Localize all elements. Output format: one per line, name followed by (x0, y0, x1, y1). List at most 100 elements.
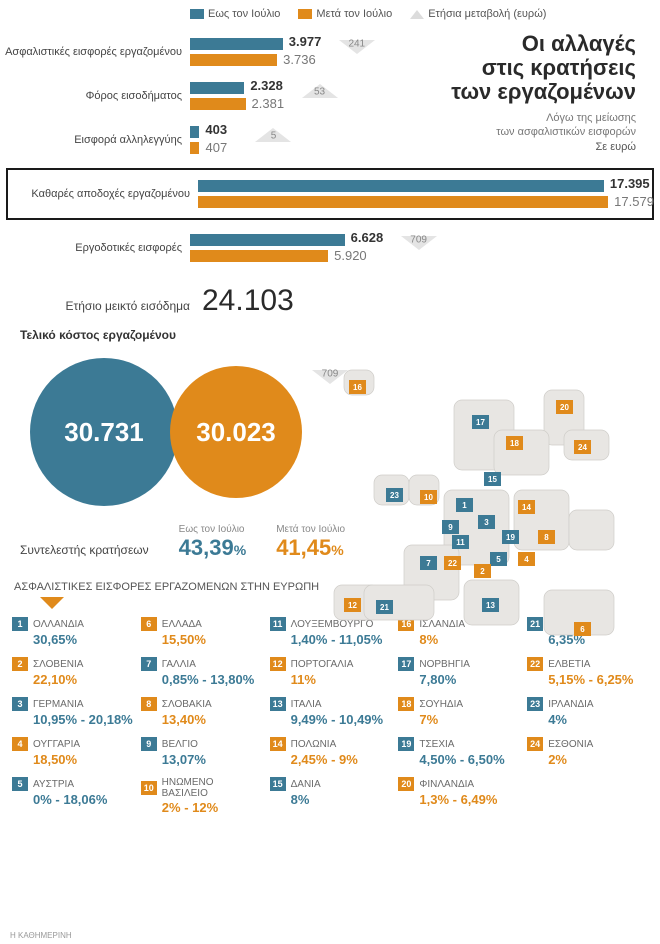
country-pct: 7% (419, 712, 519, 727)
country-pct: 0,85% - 13,80% (162, 672, 262, 687)
delta-arrow: 709 (401, 236, 437, 255)
delta-arrow: 53 (302, 84, 338, 103)
map-point: 16 (349, 380, 366, 394)
country-item: 12ΠΟΡΤΟΓΑΛΙΑ11% (270, 657, 391, 687)
country-badge: 8 (141, 697, 157, 711)
country-name: ΟΥΓΓΑΡΙΑ (33, 739, 80, 750)
bar-after (190, 142, 199, 154)
bar-row: Εισφορά αλληλεγγύης4034075 (0, 118, 660, 162)
country-item: 2ΣΛΟΒΕΝΙΑ22,10% (12, 657, 133, 687)
map-point: 23 (386, 488, 403, 502)
country-pct: 8% (291, 792, 391, 807)
legend-swatch-after (298, 9, 312, 19)
map-point: 21 (376, 600, 393, 614)
country-name: ΦΙΝΛΑΝΔΙΑ (419, 779, 474, 790)
map-point: 3 (478, 515, 495, 529)
bar-before (190, 234, 345, 246)
country-pct: 15,50% (162, 632, 262, 647)
map-point: 13 (482, 598, 499, 612)
bar-before-value: 403 (205, 122, 227, 137)
country-pct: 30,65% (33, 632, 133, 647)
bar-label: Εργοδοτικές εισφορές (0, 242, 190, 254)
bar-before-value: 17.395 (610, 176, 650, 191)
map-point: 12 (344, 598, 361, 612)
country-item: 14ΠΟΛΩΝΙΑ2,45% - 9% (270, 737, 391, 767)
country-name: ΓΕΡΜΑΝΙΑ (33, 699, 84, 710)
bar-before-value: 3.977 (289, 34, 322, 49)
country-name: ΝΟΡΒΗΓΙΑ (419, 659, 470, 670)
country-badge: 19 (398, 737, 414, 751)
bar-label: Εισφορά αλληλεγγύης (0, 134, 190, 146)
country-badge: 5 (12, 777, 28, 791)
country-item: 19ΤΣΕΧΙΑ4,50% - 6,50% (398, 737, 519, 767)
country-badge: 9 (141, 737, 157, 751)
country-pct: 1,3% - 6,49% (419, 792, 519, 807)
country-badge: 23 (527, 697, 543, 711)
map-point: 18 (506, 436, 523, 450)
country-name: ΟΛΛΑΝΔΙΑ (33, 619, 84, 630)
country-pct: 2% - 12% (162, 800, 262, 815)
bar-after (190, 54, 277, 66)
bar-row: Φόρος εισοδήματος2.3282.38153 (0, 74, 660, 118)
country-name: ΗΝΩΜΕΝΟ ΒΑΣΙΛΕΙΟ (162, 777, 262, 799)
bar-after-value: 2.381 (252, 96, 285, 111)
map-point: 10 (420, 490, 437, 504)
country-item: 3ΓΕΡΜΑΝΙΑ10,95% - 20,18% (12, 697, 133, 727)
country-pct: 4% (548, 712, 648, 727)
country-item: 24ΕΣΘΟΝΙΑ2% (527, 737, 648, 767)
country-pct: 11% (291, 672, 391, 687)
bar-after (190, 250, 328, 262)
legend: Εως τον Ιούλιο Μετά τον Ιούλιο Ετήσια με… (190, 0, 660, 20)
down-arrow-icon (40, 597, 64, 609)
bar-label: Ασφαλιστικές εισφορές εργαζομένου (0, 46, 190, 58)
map-point: 15 (484, 472, 501, 486)
country-item: 13ΙΤΑΛΙΑ9,49% - 10,49% (270, 697, 391, 727)
bar-before (198, 180, 604, 192)
legend-label-before: Εως τον Ιούλιο (208, 8, 280, 20)
map-point: 1 (456, 498, 473, 512)
annual-label: Ετήσιο μεικτό εισόδημα (20, 299, 190, 313)
country-pct: 22,10% (33, 672, 133, 687)
legend-label-delta: Ετήσια μεταβολή (ευρώ) (428, 8, 546, 20)
country-item: 8ΣΛΟΒΑΚΙΑ13,40% (141, 697, 262, 727)
bar-after (190, 98, 246, 110)
country-badge: 13 (270, 697, 286, 711)
country-badge: 18 (398, 697, 414, 711)
country-item: 4ΟΥΓΓΑΡΙΑ18,50% (12, 737, 133, 767)
country-item: 10 ΗΝΩΜΕΝΟ ΒΑΣΙΛΕΙΟ2% - 12% (141, 777, 262, 815)
country-item: 15ΔΑΝΙΑ8% (270, 777, 391, 807)
map-point: 8 (538, 530, 555, 544)
country-pct: 13,07% (162, 752, 262, 767)
bar-row: Εργοδοτικές εισφορές6.6285.920709 (0, 226, 660, 270)
bar-before-value: 2.328 (250, 78, 283, 93)
country-pct: 2% (548, 752, 648, 767)
cost-label: Τελικό κόστος εργαζομένου (20, 328, 660, 342)
rates-label: Συντελεστής κρατήσεων (20, 543, 149, 561)
country-badge: 6 (141, 617, 157, 631)
map-point: 24 (574, 440, 591, 454)
country-pct: 7,80% (419, 672, 519, 687)
bar-label: Καθαρές αποδοχές εργαζομένου (8, 188, 198, 200)
country-item: 20ΦΙΝΛΑΝΔΙΑ1,3% - 6,49% (398, 777, 519, 807)
country-name: ΑΥΣΤΡΙΑ (33, 779, 74, 790)
country-name: ΣΛΟΒΕΝΙΑ (33, 659, 83, 670)
country-pct: 18,50% (33, 752, 133, 767)
country-pct: 5,15% - 6,25% (548, 672, 648, 687)
map-point: 6 (574, 622, 591, 636)
map-point: 4 (518, 552, 535, 566)
country-name: ΕΣΘΟΝΙΑ (548, 739, 593, 750)
country-badge: 10 (141, 781, 157, 795)
annual-value: 24.103 (202, 284, 294, 318)
bar-row: Ασφαλιστικές εισφορές εργαζομένου 3.977 3.… (0, 30, 660, 74)
country-pct: 10,95% - 20,18% (33, 712, 133, 727)
country-badge: 1 (12, 617, 28, 631)
country-name: ΤΣΕΧΙΑ (419, 739, 454, 750)
delta-arrow: 241 (339, 40, 375, 59)
map-point: 5 (490, 552, 507, 566)
country-name: ΙΡΛΑΝΔΙΑ (548, 699, 593, 710)
bar-after-value: 3.736 (283, 52, 316, 67)
legend-label-after: Μετά τον Ιούλιο (316, 8, 392, 20)
europe-map: 161720182423101513149111987225421221136 (314, 360, 654, 640)
map-point: 14 (518, 500, 535, 514)
map-point: 9 (442, 520, 459, 534)
